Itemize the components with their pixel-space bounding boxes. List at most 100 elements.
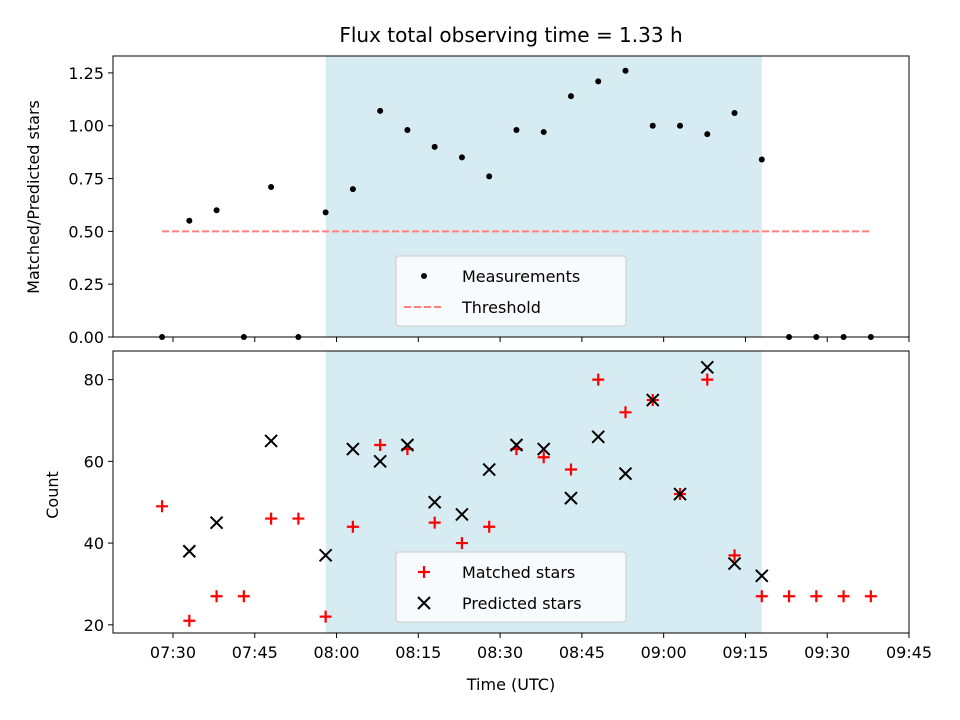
bottom-predicted-stars-point [727, 556, 742, 571]
bottom-predicted-stars-point [537, 442, 551, 456]
top-measurements-point [731, 110, 738, 117]
top-panel-ratio: 0.00 0.25 0.50 0.75 1.00 1.25 Measurements Thre… [68, 55, 910, 347]
bottom-matched-stars-point [237, 590, 250, 603]
bottom-matched-stars-point [619, 406, 632, 419]
bottom-x-tick-label: 09:45 [886, 643, 932, 662]
bottom-predicted-stars-point [646, 393, 660, 407]
bottom-matched-stars-point [783, 590, 796, 603]
top-y-tick-label: 1.25 [68, 64, 104, 83]
bottom-x-tick-label: 09:15 [722, 643, 768, 662]
top-axes-frame [112, 55, 910, 338]
x-axis-title: Time (UTC) [466, 675, 555, 694]
bottom-x-tick-label: 08:00 [313, 643, 359, 662]
top-y-tick-label: 0.50 [68, 222, 104, 241]
bottom-y-tick-label: 20 [84, 616, 104, 635]
bottom-predicted-stars-point [564, 491, 578, 505]
bottom-x-tick-label: 08:45 [559, 643, 605, 662]
bottom-matched-stars-point [701, 373, 714, 386]
bottom-y-axis-title: Count [43, 471, 62, 519]
bottom-matched-stars-point [265, 512, 278, 525]
top-measurements-point [622, 67, 629, 74]
bottom-y-tick-label: 40 [84, 534, 104, 553]
bottom-matched-stars-point [455, 537, 468, 550]
bottom-legend-predicted-stars-label: Predicted stars [462, 594, 582, 613]
bottom-predicted-stars-point [591, 430, 605, 444]
bottom-y-tick-label: 60 [84, 452, 104, 471]
bottom-predicted-stars-point [209, 515, 224, 530]
bottom-predicted-stars-point [182, 544, 197, 558]
bottom-predicted-stars-point [346, 442, 360, 456]
top-measurements-point [404, 126, 411, 133]
bottom-x-tick-label: 09:30 [804, 643, 850, 662]
top-y-axis-title: Matched/Predicted stars [24, 100, 43, 294]
bottom-panel-counts: 20 40 60 80 07:30 07:45 08:00 08:15 08:30 08:45 09… [84, 350, 932, 662]
bottom-predicted-stars-point [673, 487, 687, 501]
bottom-legend-box [395, 551, 627, 623]
chart-title: Flux total observing time = 1.33 h [339, 23, 682, 47]
bottom-matched-stars-point [537, 451, 550, 464]
top-y-tick-label: 1.00 [68, 117, 104, 136]
top-measurements-point [649, 122, 656, 129]
bottom-predicted-stars-point [427, 495, 442, 509]
top-measurements-point [458, 154, 465, 161]
bottom-x-tick-label: 08:15 [395, 643, 441, 662]
bottom-matched-stars-point [428, 516, 441, 529]
bottom-matched-stars-point [319, 610, 332, 623]
bottom-predicted-stars-point [755, 569, 769, 583]
bottom-legend-matched-stars-label: Matched stars [462, 563, 575, 582]
bottom-y-tick-label: 80 [84, 371, 104, 390]
bottom-matched-stars-point [346, 520, 359, 533]
top-legend-measurements-swatch [421, 273, 427, 279]
bottom-matched-stars-point [483, 520, 496, 533]
top-measurements-point [758, 156, 765, 163]
bottom-axes-frame [112, 350, 910, 634]
bottom-predicted-stars-point [400, 438, 415, 452]
bottom-predicted-stars-point [455, 507, 469, 522]
top-legend: Measurements Threshold [395, 255, 627, 327]
bottom-matched-stars-point [210, 590, 223, 603]
bottom-predicted-stars-point [700, 360, 714, 375]
top-legend-measurements-label: Measurements [462, 267, 580, 286]
top-measurements-point [213, 207, 220, 214]
bottom-matched-stars-point [864, 590, 877, 603]
top-measurements-point [268, 183, 275, 190]
bottom-matched-stars-point [837, 590, 850, 603]
bottom-matched-stars-point [156, 500, 169, 513]
bottom-matched-stars-point [592, 373, 605, 386]
top-measurements-point [377, 107, 384, 114]
bottom-predicted-stars-point [264, 434, 278, 448]
bottom-matched-stars-point [728, 549, 741, 562]
bottom-predicted-stars-point [618, 466, 633, 481]
top-measurements-point [540, 129, 547, 136]
bottom-matched-stars-point [755, 590, 768, 603]
bottom-matched-stars-point [374, 439, 387, 451]
top-measurements-point [567, 93, 574, 100]
top-y-tick-label: 0.25 [68, 275, 104, 294]
top-measurements-point [349, 186, 356, 193]
bottom-matched-stars-point [564, 463, 577, 476]
bottom-matched-stars-point [810, 590, 823, 603]
bottom-legend-matched-stars-swatch [418, 566, 430, 578]
bottom-x-tick-label: 09:00 [641, 643, 687, 662]
bottom-matched-stars-point [292, 512, 305, 525]
top-legend-box [395, 255, 627, 327]
bottom-predicted-stars-point [482, 462, 496, 477]
top-measurements-point [322, 209, 329, 216]
top-measurements-point [704, 131, 711, 138]
bottom-matched-stars-point [183, 614, 196, 627]
bottom-legend-predicted-stars-swatch [417, 596, 431, 610]
bottom-predicted-stars-point [318, 548, 333, 563]
bottom-x-tick-label: 07:30 [150, 643, 196, 662]
top-measurements-point [186, 217, 193, 224]
top-y-tick-label: 0.00 [68, 328, 104, 347]
bottom-legend: Matched stars Predicted stars [395, 551, 627, 623]
top-y-tick-label: 0.75 [68, 170, 104, 189]
bottom-x-tick-label: 08:30 [477, 643, 523, 662]
top-measurements-point [513, 126, 520, 133]
top-measurements-point [595, 78, 602, 85]
top-legend-threshold-label: Threshold [461, 298, 541, 317]
bottom-x-tick-label: 07:45 [232, 643, 278, 662]
top-measurements-point [677, 122, 684, 129]
bottom-predicted-stars-point [509, 438, 524, 452]
